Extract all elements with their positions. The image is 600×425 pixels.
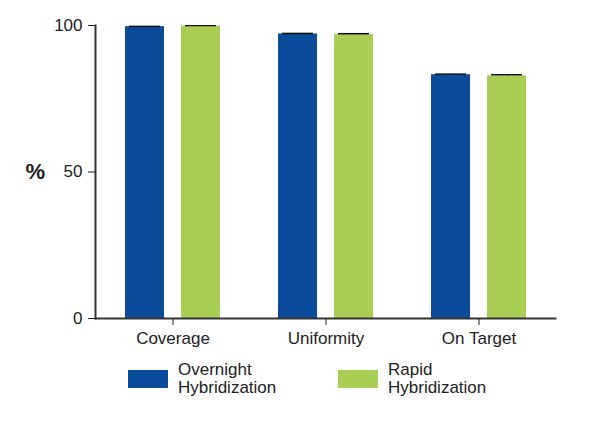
svg-text:100: 100	[54, 16, 82, 35]
svg-text:Uniformity: Uniformity	[288, 329, 365, 348]
svg-text:Coverage: Coverage	[136, 329, 210, 348]
svg-text:%: %	[26, 159, 46, 184]
svg-text:On Target: On Target	[442, 329, 517, 348]
svg-text:0: 0	[73, 309, 82, 328]
html-text:Overnight Hybridization: Overnight Hybridization	[178, 360, 277, 397]
svg-text:50: 50	[64, 162, 83, 181]
html-text:Rapid Hybridization: Rapid Hybridization	[388, 360, 487, 397]
